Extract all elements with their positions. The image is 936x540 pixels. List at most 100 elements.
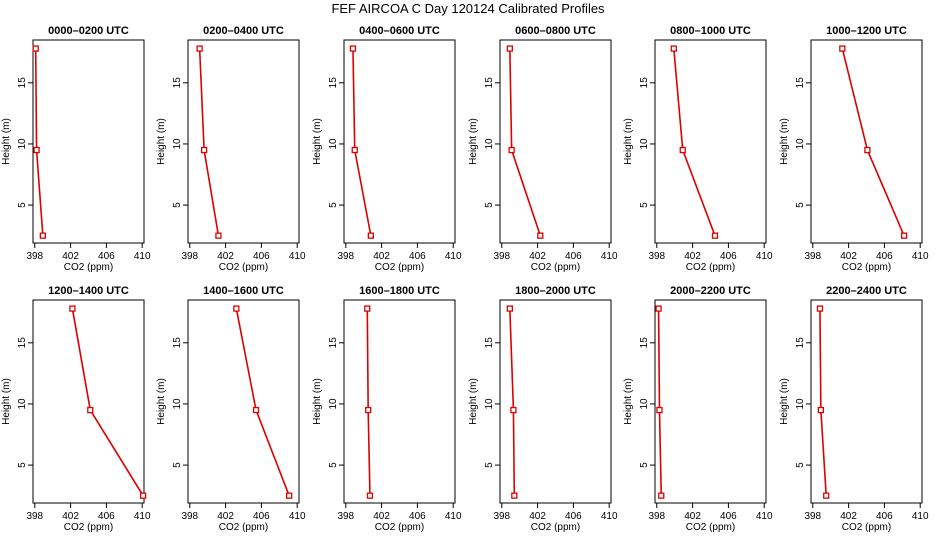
- panel-title: 1200–1400 UTC: [48, 285, 129, 297]
- profile-line: [366, 308, 371, 496]
- plot-frame: [187, 299, 300, 504]
- x-tick-label: 410: [289, 511, 306, 522]
- panel-5: 0800–1000 UTC 398 402 406 410 5 10 15 CO2 (ppm) H…: [623, 25, 773, 273]
- profile-point: [365, 406, 372, 414]
- x-tick-label: 406: [565, 251, 582, 262]
- x-axis-label: CO2 (ppm): [375, 262, 424, 273]
- y-axis-label: Height (m): [156, 118, 167, 165]
- x-tick-label: 410: [756, 511, 773, 522]
- x-tick-label: 406: [409, 251, 426, 262]
- plot-frame: [810, 39, 923, 244]
- profile-line: [509, 48, 542, 236]
- y-tick-label: 10: [17, 138, 28, 150]
- profile-point: [252, 406, 260, 414]
- plot-frame: [810, 299, 923, 504]
- x-tick-label: 398: [26, 511, 43, 522]
- y-axis-label: Height (m): [623, 118, 634, 165]
- x-tick-label: 406: [720, 511, 737, 522]
- profile-point: [658, 492, 665, 499]
- x-axis-label: CO2 (ppm): [219, 522, 268, 533]
- y-tick-label: 15: [172, 337, 183, 349]
- y-axis-label: Height (m): [312, 378, 323, 425]
- panel-7: 1200–1400 UTC 398 402 406 410 5 10 15 CO2 (ppm) H…: [1, 285, 151, 533]
- profile-point: [349, 45, 357, 52]
- x-tick-label: 398: [337, 251, 354, 262]
- panel-title: 1600–1800 UTC: [359, 285, 440, 297]
- panel-title: 2200–2400 UTC: [826, 285, 907, 297]
- x-tick-label: 410: [912, 251, 929, 262]
- y-tick-label: 15: [328, 77, 339, 89]
- panel-title: 0000–0200 UTC: [48, 25, 129, 37]
- y-tick-label: 15: [17, 77, 28, 89]
- y-tick-label: 5: [17, 462, 28, 468]
- panel-10: 1800–2000 UTC 398 402 406 410 5 10 15 CO2 (ppm) H…: [468, 285, 618, 533]
- x-tick-label: 398: [648, 251, 665, 262]
- figure-title: FEF AIRCOA C Day 120124 Calibrated Profi…: [331, 1, 605, 16]
- x-tick-label: 402: [684, 511, 701, 522]
- profile-line: [841, 48, 905, 236]
- x-axis-label: CO2 (ppm): [375, 522, 424, 533]
- profile-point: [817, 406, 824, 414]
- y-tick-label: 10: [328, 398, 339, 410]
- y-axis-label: Height (m): [312, 118, 323, 165]
- x-tick-label: 402: [62, 511, 79, 522]
- x-tick-label: 398: [804, 251, 821, 262]
- x-axis-label: CO2 (ppm): [842, 262, 891, 273]
- profile-point: [200, 146, 208, 154]
- x-axis-label: CO2 (ppm): [64, 522, 113, 533]
- profile-point: [655, 305, 662, 312]
- profile-point: [69, 305, 76, 312]
- profile-point: [679, 146, 686, 154]
- plot-frame: [187, 39, 300, 244]
- x-tick-label: 406: [565, 511, 582, 522]
- profile-point: [215, 232, 222, 239]
- x-tick-label: 406: [409, 511, 426, 522]
- x-axis-label: CO2 (ppm): [686, 262, 735, 273]
- profile-line: [509, 308, 516, 496]
- x-tick-label: 406: [253, 251, 270, 262]
- y-axis-label: Height (m): [623, 378, 634, 425]
- x-axis-label: CO2 (ppm): [686, 522, 735, 533]
- y-tick-label: 15: [17, 337, 28, 349]
- x-tick-label: 402: [529, 251, 546, 262]
- x-axis-label: CO2 (ppm): [531, 262, 580, 273]
- panel-2: 0200–0400 UTC 398 402 406 410 5 10 15 CO2 (ppm) H…: [156, 25, 306, 273]
- x-tick-label: 402: [62, 251, 79, 262]
- y-tick-label: 10: [639, 138, 650, 150]
- profile-point: [506, 305, 513, 312]
- panel-4: 0600–0800 UTC 398 402 406 410 5 10 15 CO2 (ppm) H…: [468, 25, 618, 273]
- x-tick-label: 402: [217, 511, 234, 522]
- profile-point: [366, 492, 374, 499]
- y-tick-label: 5: [795, 462, 806, 468]
- x-axis-label: CO2 (ppm): [219, 262, 268, 273]
- y-tick-label: 5: [639, 202, 650, 208]
- x-tick-label: 410: [601, 251, 618, 262]
- y-tick-label: 15: [639, 337, 650, 349]
- y-tick-label: 5: [639, 462, 650, 468]
- plot-frame: [654, 39, 767, 244]
- profile-point: [87, 406, 94, 414]
- profile-point: [286, 492, 293, 499]
- panel-title: 0600–0800 UTC: [515, 25, 596, 37]
- profile-point: [823, 492, 830, 499]
- profile-point: [351, 146, 358, 154]
- x-tick-label: 406: [720, 251, 737, 262]
- x-axis-label: CO2 (ppm): [64, 262, 113, 273]
- y-tick-label: 15: [172, 77, 183, 89]
- x-tick-label: 406: [876, 511, 893, 522]
- x-tick-label: 398: [648, 511, 665, 522]
- panel-title: 0800–1000 UTC: [670, 25, 751, 37]
- x-tick-label: 406: [876, 251, 893, 262]
- x-tick-label: 402: [217, 251, 234, 262]
- profile-line: [198, 48, 220, 236]
- profile-line: [235, 308, 290, 496]
- x-tick-label: 402: [840, 511, 857, 522]
- panel-11: 2000–2200 UTC 398 402 406 410 5 10 15 CO2 (ppm) H…: [623, 285, 773, 533]
- profile-point: [367, 232, 375, 239]
- plot-frame: [499, 39, 612, 244]
- x-tick-label: 398: [337, 511, 354, 522]
- profile-point: [816, 305, 824, 312]
- profile-point: [139, 492, 147, 499]
- panel-title: 1000–1200 UTC: [826, 25, 907, 37]
- panel-12: 2200–2400 UTC 398 402 406 410 5 10 15 CO2 (ppm) H…: [779, 285, 929, 533]
